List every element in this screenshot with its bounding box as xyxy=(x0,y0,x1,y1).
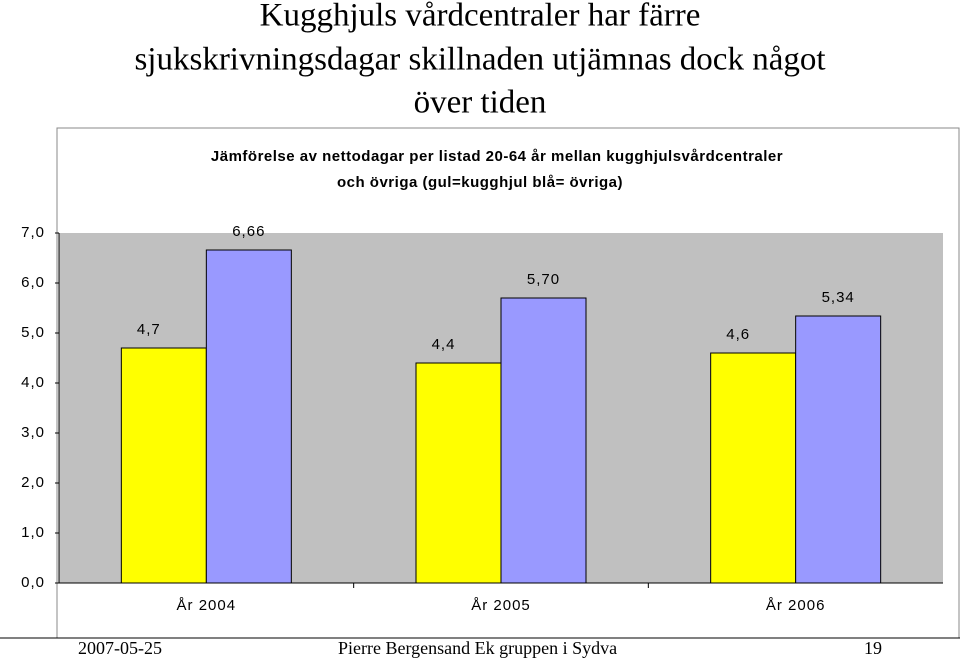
y-tick-label: 5,0 xyxy=(21,324,45,341)
y-tick-label: 3,0 xyxy=(21,424,45,441)
chart-title: och övriga (gul=kugghjul blå= övriga) xyxy=(337,174,623,191)
slide-title: över tiden xyxy=(414,85,547,121)
bar xyxy=(500,297,587,584)
y-tick-label: 7,0 xyxy=(21,224,45,241)
data-label: 4,4 xyxy=(432,336,456,353)
bar xyxy=(795,315,882,584)
x-tick-label: År 2004 xyxy=(177,597,237,614)
footer-clip: Pierre Bergensand Ek gruppen i Sydva xyxy=(338,638,617,658)
footer-date: 2007-05-25 xyxy=(78,638,162,658)
y-tick-label: 6,0 xyxy=(21,274,45,291)
data-label: 5,70 xyxy=(527,271,560,288)
y-tick-label: 0,0 xyxy=(21,574,45,591)
bar xyxy=(120,347,207,584)
slide-title: Kugghjuls vårdcentraler har färre xyxy=(260,0,701,34)
chart-title: Jämförelse av nettodagar per listad 20-6… xyxy=(211,148,783,165)
bar xyxy=(205,249,292,584)
data-label: 4,6 xyxy=(726,326,750,343)
footer-page: 19 xyxy=(864,638,882,658)
data-label: 6,66 xyxy=(232,223,265,240)
x-tick-label: År 2006 xyxy=(766,597,826,614)
y-tick-label: 1,0 xyxy=(21,524,45,541)
x-tick-label: År 2005 xyxy=(471,597,531,614)
footer-author: Pierre Bergensand Ek gruppen i Sydva xyxy=(338,638,617,658)
y-tick-label: 2,0 xyxy=(21,474,45,491)
data-label: 5,34 xyxy=(822,289,855,306)
bar xyxy=(710,352,797,584)
y-tick-label: 4,0 xyxy=(21,374,45,391)
bar xyxy=(415,362,502,584)
data-label: 4,7 xyxy=(137,321,161,338)
slide-title: sjukskrivningsdagar skillnaden utjämnas … xyxy=(134,42,825,78)
